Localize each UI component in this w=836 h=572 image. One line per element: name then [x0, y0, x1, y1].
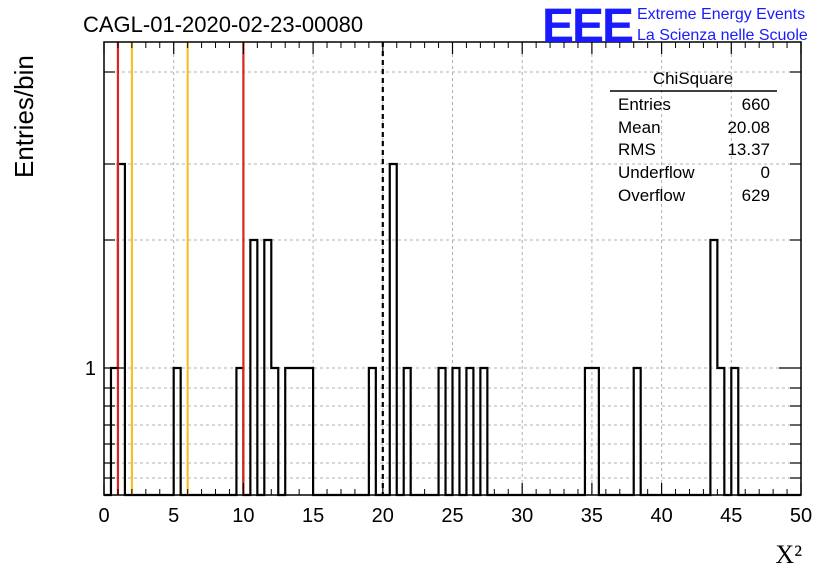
x-tick-label: 5: [168, 505, 179, 527]
stats-title: ChiSquare: [653, 69, 733, 88]
eee-logo-mark: EEE: [542, 0, 633, 53]
stats-label: RMS: [618, 140, 656, 159]
x-tick-label: 25: [441, 505, 463, 527]
chart-title: CAGL-01-2020-02-23-00080: [83, 12, 363, 37]
histogram-bar: [292, 368, 299, 495]
histogram-bar: [299, 368, 306, 495]
stats-row: Entries 660: [618, 95, 770, 114]
stats-label: Mean: [618, 118, 661, 137]
y-tick-label: 1: [85, 358, 96, 380]
y-axis-title: Entries/bin: [9, 55, 39, 178]
x-tick-label: 0: [98, 505, 109, 527]
reference-lines: [116, 42, 384, 495]
histogram-bars: [104, 162, 801, 497]
x-tick-label: 10: [232, 505, 254, 527]
x-tick-label: 20: [372, 505, 394, 527]
x-tick-label: 30: [511, 505, 533, 527]
stats-row: Overflow 629: [618, 186, 770, 205]
stats-value: 20.08: [727, 118, 770, 137]
stats-row: Mean 20.08: [618, 118, 770, 137]
histogram-outline: [104, 162, 801, 497]
stats-value: 0: [761, 163, 770, 182]
x-tick-label: 40: [650, 505, 672, 527]
x-tick-label: 35: [581, 505, 603, 527]
x-tick-label: 50: [790, 505, 812, 527]
stats-row: Underflow 0: [618, 163, 770, 182]
x-tick-label: 45: [720, 505, 742, 527]
stats-value: 13.37: [727, 140, 770, 159]
stats-value: 629: [742, 186, 770, 205]
logo-line-1: Extreme Energy Events: [637, 6, 805, 23]
stats-box: ChiSquare Entries 660 Mean 20.08 RMS 13.…: [610, 69, 777, 205]
stats-label: Overflow: [618, 186, 686, 205]
stats-value: 660: [742, 95, 770, 114]
axis-ticks: 0 5 10 15 20 25 30 35 40 45 50 1: [85, 42, 812, 527]
x-axis-title: X²: [775, 540, 802, 569]
stats-label: Underflow: [618, 163, 695, 182]
stats-label: Entries: [618, 95, 671, 114]
stats-row: RMS 13.37: [618, 140, 770, 159]
x-tick-label: 15: [302, 505, 324, 527]
logo-line-2: La Scienza nelle Scuole: [637, 27, 808, 44]
